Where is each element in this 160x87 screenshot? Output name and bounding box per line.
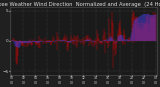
Title: Milwaukee Weather Wind Direction  Normalized and Average  (24 Hours) (Old): Milwaukee Weather Wind Direction Normali… [0, 2, 160, 7]
